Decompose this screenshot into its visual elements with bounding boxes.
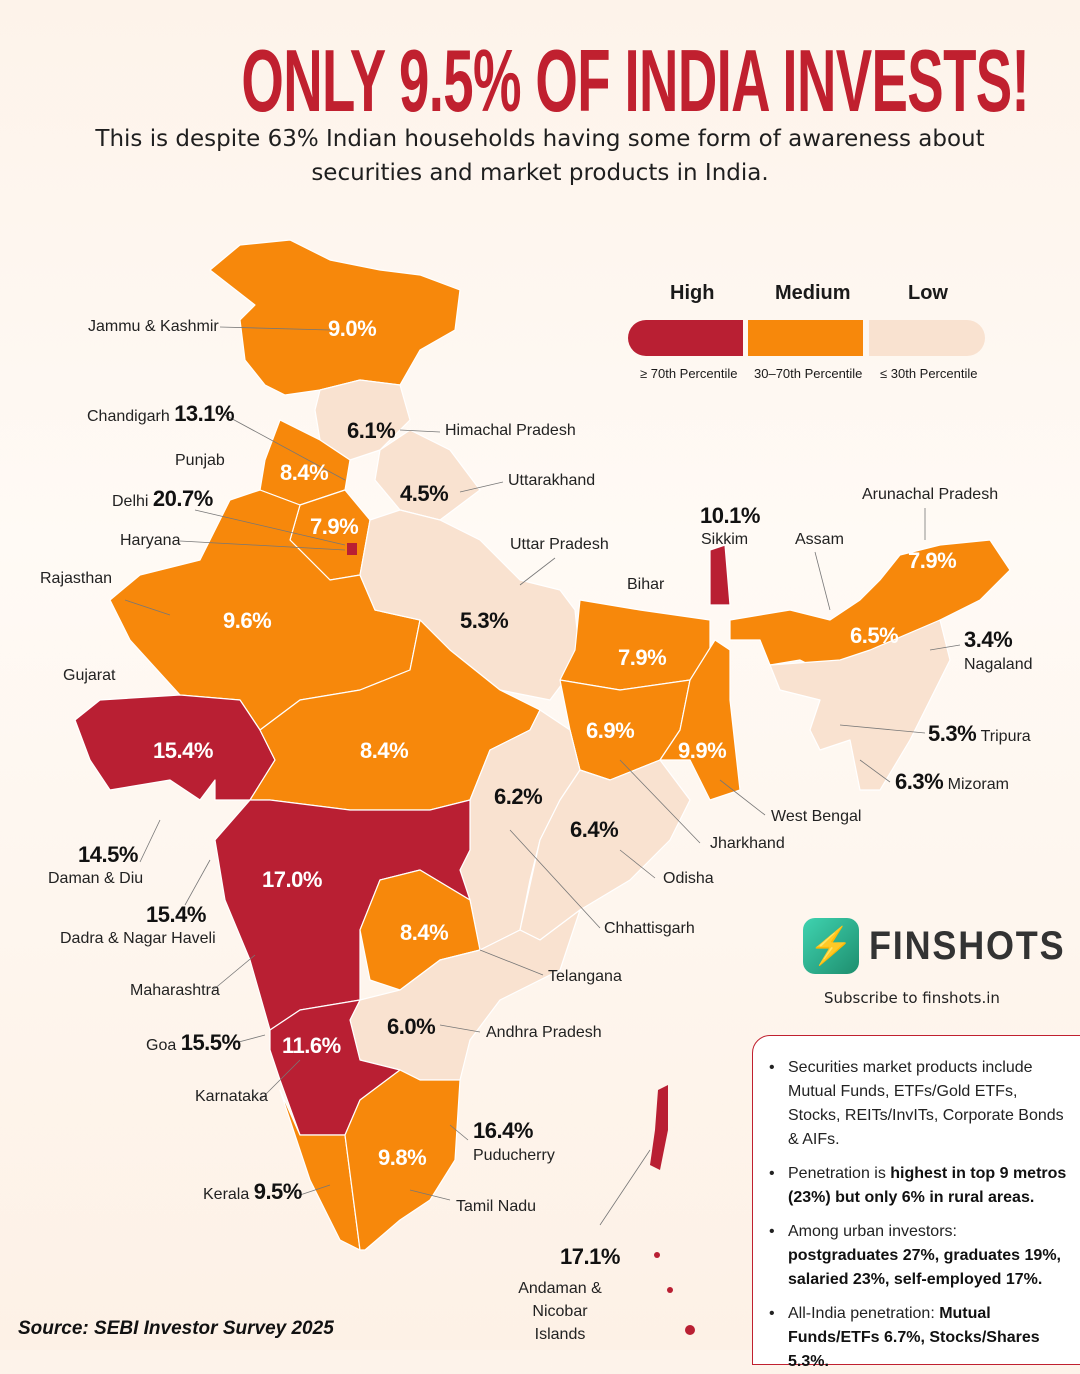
value-punjab: 8.4% — [280, 460, 329, 485]
label-bihar: Bihar — [627, 576, 665, 593]
notes-box: Securities market products include Mutua… — [752, 1035, 1080, 1370]
value-gujarat: 15.4% — [153, 738, 213, 763]
label-haryana: Haryana — [120, 532, 181, 549]
finshots-logo-icon: ⚡ — [803, 918, 859, 974]
note-item: All-India penetration: Mutual Funds/ETFs… — [769, 1302, 1071, 1374]
label-nagaland: Nagaland — [964, 656, 1033, 673]
legend-high-range: ≥ 70th Percentile — [640, 366, 738, 381]
label-odisha: Odisha — [663, 870, 714, 887]
value-andaman-nicobar: 17.1% — [560, 1244, 620, 1269]
region-tamil-nadu — [344, 1069, 461, 1251]
label-gujarat: Gujarat — [63, 667, 116, 684]
legend-medium-label: Medium — [775, 282, 851, 304]
region-jammu-kashmir — [209, 239, 461, 396]
label-tripura: 5.3% Tripura — [928, 721, 1031, 746]
subscribe-link[interactable]: Subscribe to finshots.in — [824, 989, 1000, 1007]
value-west-bengal: 9.9% — [678, 738, 727, 763]
note-item: Securities market products include Mutua… — [769, 1056, 1071, 1152]
region-northeast-low — [769, 619, 951, 791]
note-item: Penetration is highest in top 9 metros (… — [769, 1162, 1071, 1210]
value-jammu-kashmir: 9.0% — [328, 316, 377, 341]
value-maharashtra: 17.0% — [262, 867, 322, 892]
value-uttarakhand: 4.5% — [400, 481, 449, 506]
value-tamil-nadu: 9.8% — [378, 1145, 427, 1170]
region-west-bengal — [659, 639, 741, 801]
value-chhattisgarh: 6.2% — [494, 784, 543, 809]
label-daman-diu: Daman & Diu — [48, 870, 144, 887]
value-bihar: 7.9% — [618, 645, 667, 670]
label-uttarakhand: Uttarakhand — [508, 472, 596, 489]
value-himachal-pradesh: 6.1% — [347, 418, 396, 443]
legend-medium-range: 30–70th Percentile — [754, 366, 863, 381]
value-karnataka: 11.6% — [282, 1033, 341, 1058]
label-chandigarh: Chandigarh 13.1% — [87, 401, 235, 426]
label-chhattisgarh: Chhattisgarh — [604, 920, 695, 937]
legend-low-swatch — [869, 320, 985, 356]
legend-high-label: High — [670, 282, 715, 304]
value-odisha: 6.4% — [570, 817, 619, 842]
legend-low-range: ≤ 30th Percentile — [880, 366, 978, 381]
label-jammu-kashmir: Jammu & Kashmir — [88, 318, 219, 335]
label-goa: Goa 15.5% — [146, 1030, 241, 1055]
label-maharashtra: Maharashtra — [130, 982, 220, 999]
label-karnataka: Karnataka — [195, 1088, 268, 1105]
value-assam: 6.5% — [850, 623, 899, 648]
label-delhi: Delhi 20.7% — [112, 486, 213, 511]
region-sikkim — [709, 544, 731, 606]
value-daman-diu: 14.5% — [78, 842, 138, 867]
value-sikkim: 10.1% — [700, 503, 760, 528]
value-arunachal-pradesh: 7.9% — [908, 548, 957, 573]
label-andaman-nicobar: Andaman & Nicobar Islands — [518, 1280, 602, 1343]
region-uttarakhand — [374, 429, 481, 521]
region-odisha — [519, 759, 691, 941]
label-tamil-nadu: Tamil Nadu — [456, 1198, 537, 1215]
region-delhi — [347, 543, 357, 555]
label-himachal-pradesh: Himachal Pradesh — [445, 422, 576, 439]
finshots-logo: ⚡ FINSHOTS — [803, 918, 1080, 974]
label-telangana: Telangana — [548, 968, 622, 985]
label-andhra-pradesh: Andhra Pradesh — [486, 1024, 602, 1041]
value-dadra-nagar-haveli: 15.4% — [146, 902, 206, 927]
subtitle: This is despite 63% Indian households ha… — [95, 126, 985, 186]
note-item: Among urban investors: postgraduates 27%… — [769, 1220, 1071, 1292]
label-mizoram: 6.3% Mizoram — [895, 769, 1009, 794]
value-madhya-pradesh: 8.4% — [360, 738, 409, 763]
value-haryana: 7.9% — [310, 514, 359, 539]
legend-medium-swatch — [748, 320, 863, 356]
label-puducherry: Puducherry — [473, 1147, 555, 1164]
label-jharkhand: Jharkhand — [710, 835, 785, 852]
label-kerala: Kerala 9.5% — [203, 1179, 302, 1204]
label-dadra-nagar-haveli: Dadra & Nagar Haveli — [60, 930, 216, 947]
value-nagaland: 3.4% — [964, 627, 1013, 652]
label-rajasthan: Rajasthan — [40, 570, 113, 587]
page-title: ONLY 9.5% OF INDIA INVESTS! — [241, 31, 1030, 130]
legend-low-label: Low — [908, 282, 948, 304]
label-punjab: Punjab — [175, 452, 225, 469]
label-arunachal-pradesh: Arunachal Pradesh — [862, 486, 999, 503]
label-west-bengal: West Bengal — [771, 808, 862, 825]
region-andaman-nicobar — [650, 1085, 695, 1335]
leader-lines — [124, 326, 961, 1226]
source-note: Source: SEBI Investor Survey 2025 — [18, 1318, 334, 1339]
label-uttar-pradesh: Uttar Pradesh — [510, 536, 609, 553]
value-rajasthan: 9.6% — [223, 608, 272, 633]
value-puducherry: 16.4% — [473, 1118, 533, 1143]
legend-high-swatch — [628, 320, 743, 356]
value-telangana: 8.4% — [400, 920, 449, 945]
label-assam: Assam — [795, 531, 844, 548]
value-jharkhand: 6.9% — [586, 718, 635, 743]
value-andhra-pradesh: 6.0% — [387, 1014, 436, 1039]
value-uttar-pradesh: 5.3% — [460, 608, 509, 633]
label-sikkim: Sikkim — [701, 531, 749, 548]
